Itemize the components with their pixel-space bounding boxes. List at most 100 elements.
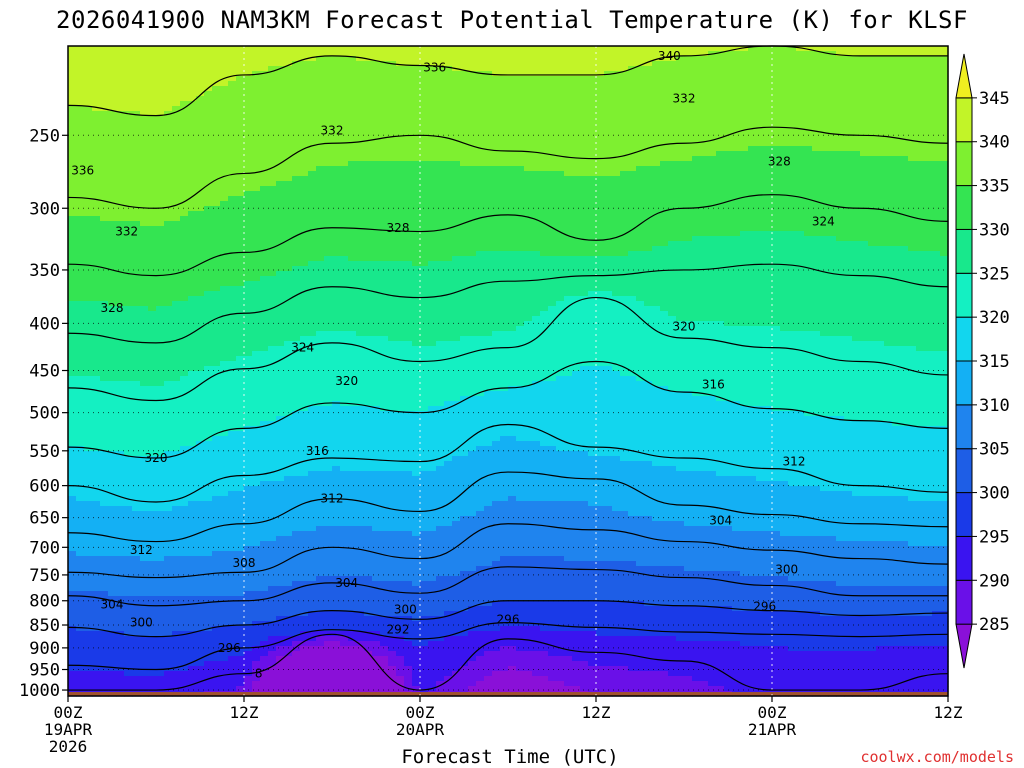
contour-fill-cell <box>236 361 245 367</box>
contour-fill-cell <box>140 481 149 487</box>
contour-fill-cell <box>84 256 93 262</box>
contour-fill-cell <box>220 196 229 202</box>
contour-fill-cell <box>332 281 341 287</box>
contour-fill-cell <box>228 166 237 172</box>
contour-fill-cell <box>308 621 317 627</box>
contour-fill-cell <box>76 426 85 432</box>
contour-fill-cell <box>372 311 381 317</box>
contour-fill-cell <box>140 106 149 112</box>
contour-fill-cell <box>348 106 357 112</box>
contour-fill-cell <box>276 371 285 377</box>
contour-fill-cell <box>316 271 325 277</box>
contour-fill-cell <box>140 496 149 502</box>
contour-fill-cell <box>300 331 309 337</box>
contour-fill-cell <box>300 481 309 487</box>
contour-fill-cell <box>348 216 357 222</box>
contour-fill-cell <box>340 431 349 437</box>
contour-fill-cell <box>308 481 317 487</box>
contour-fill-cell <box>244 381 253 387</box>
contour-fill-cell <box>356 611 365 617</box>
contour-fill-cell <box>108 311 117 317</box>
contour-fill-cell <box>100 121 109 127</box>
contour-fill-cell <box>140 441 149 447</box>
contour-fill-cell <box>348 311 357 317</box>
contour-fill-cell <box>92 526 101 532</box>
contour-fill-cell <box>332 216 341 222</box>
contour-fill-cell <box>188 146 197 152</box>
contour-fill-cell <box>100 686 109 692</box>
contour-fill-cell <box>196 296 205 302</box>
contour-fill-cell <box>124 96 133 102</box>
contour-fill-cell <box>188 501 197 507</box>
contour-fill-cell <box>316 276 325 282</box>
contour-fill-cell <box>108 526 117 532</box>
contour-fill-cell <box>172 666 181 672</box>
contour-fill-cell <box>100 641 109 647</box>
contour-fill-cell <box>140 476 149 482</box>
contour-fill-cell <box>316 131 325 137</box>
contour-fill-cell <box>172 391 181 397</box>
contour-fill-cell <box>164 331 173 337</box>
contour-fill-cell <box>316 306 325 312</box>
contour-fill-cell <box>124 246 133 252</box>
contour-fill-cell <box>308 671 317 677</box>
contour-fill-cell <box>196 621 205 627</box>
contour-fill-cell <box>252 66 261 72</box>
contour-fill-cell <box>284 201 293 207</box>
contour-fill-cell <box>100 481 109 487</box>
contour-fill-cell <box>92 566 101 572</box>
contour-fill-cell <box>292 171 301 177</box>
contour-fill-cell <box>180 211 189 217</box>
contour-fill-cell <box>212 446 221 452</box>
contour-fill-cell <box>220 111 229 117</box>
contour-fill-cell <box>228 381 237 387</box>
contour-fill-cell <box>76 226 85 232</box>
contour-fill-cell <box>228 371 237 377</box>
contour-fill-cell <box>284 266 293 272</box>
contour-fill-cell <box>252 681 261 687</box>
contour-fill-cell <box>140 391 149 397</box>
contour-fill-cell <box>108 646 117 652</box>
contour-fill-cell <box>220 376 229 382</box>
contour-fill-cell <box>92 606 101 612</box>
contour-fill-cell <box>156 601 165 607</box>
contour-fill-cell <box>92 681 101 687</box>
contour-fill-cell <box>276 506 285 512</box>
contour-fill-cell <box>100 346 109 352</box>
contour-fill-cell <box>228 276 237 282</box>
contour-fill-cell <box>84 631 93 637</box>
contour-fill-cell <box>212 416 221 422</box>
contour-fill-cell <box>300 506 309 512</box>
contour-fill-cell <box>284 216 293 222</box>
contour-fill-cell <box>172 211 181 217</box>
contour-fill-cell <box>148 441 157 447</box>
contour-fill-cell <box>92 481 101 487</box>
contour-fill-cell <box>308 201 317 207</box>
contour-fill-cell <box>300 161 309 167</box>
contour-fill-cell <box>340 131 349 137</box>
contour-fill-cell <box>100 681 109 687</box>
contour-fill-cell <box>68 276 77 282</box>
contour-fill-cell <box>212 221 221 227</box>
contour-fill-cell <box>252 436 261 442</box>
contour-fill-cell <box>164 116 173 122</box>
contour-fill-cell <box>140 141 149 147</box>
contour-fill-cell <box>316 216 325 222</box>
contour-fill-cell <box>108 481 117 487</box>
contour-fill-cell <box>196 406 205 412</box>
contour-fill-cell <box>292 451 301 457</box>
contour-fill-cell <box>220 231 229 237</box>
contour-fill-cell <box>260 96 269 102</box>
contour-fill-cell <box>308 356 317 362</box>
contour-fill-cell <box>164 576 173 582</box>
contour-fill-cell <box>76 456 85 462</box>
contour-fill-cell <box>228 321 237 327</box>
contour-fill-cell <box>196 51 205 57</box>
contour-fill-cell <box>364 351 373 357</box>
contour-fill-cell <box>300 66 309 72</box>
contour-fill-cell <box>300 386 309 392</box>
contour-fill-cell <box>276 601 285 607</box>
contour-fill-cell <box>100 626 109 632</box>
contour-fill-cell <box>276 46 285 52</box>
contour-fill-cell <box>172 596 181 602</box>
